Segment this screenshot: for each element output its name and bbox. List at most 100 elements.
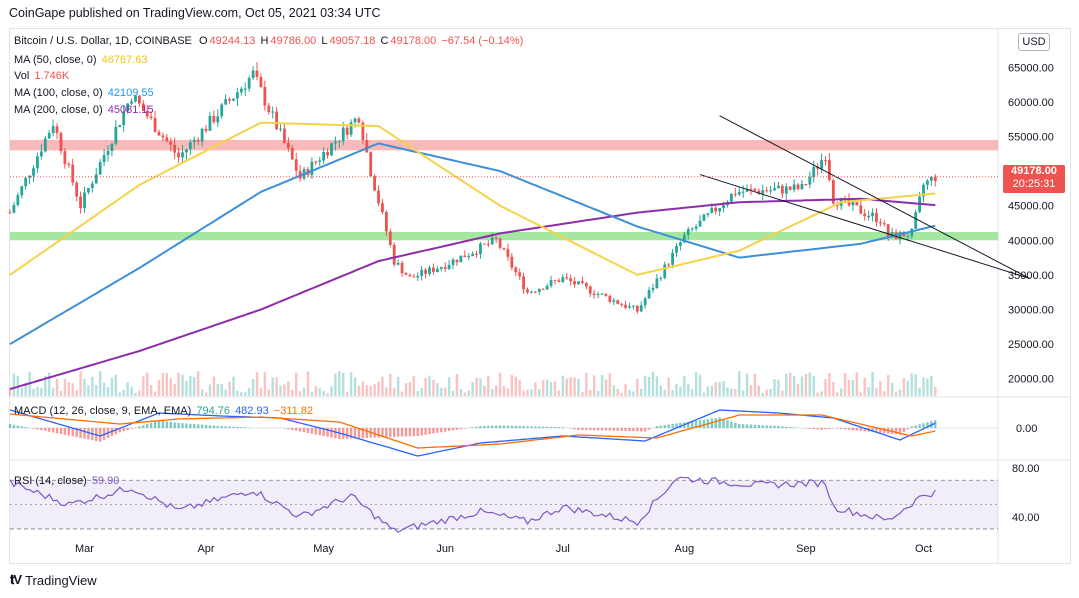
candle-body <box>243 88 247 90</box>
candle-body <box>102 155 106 163</box>
macd-hist-bar <box>608 428 612 431</box>
volume-bar <box>530 389 533 396</box>
volume-bar <box>424 377 427 396</box>
volume-bar <box>196 371 200 396</box>
candle-body <box>906 236 910 238</box>
macd-hist-bar <box>592 428 596 431</box>
ma50-legend[interactable]: MA (50, close, 0) 46767.63 <box>14 54 150 66</box>
candle-body <box>929 176 933 181</box>
macd-hist-bar <box>616 428 619 431</box>
ma200-legend[interactable]: MA (200, close, 0) 45081.15 <box>14 104 156 116</box>
macd-hist-bar <box>185 423 188 428</box>
volume-bar <box>169 378 172 396</box>
candle-body <box>181 152 184 158</box>
candle-body <box>620 303 624 305</box>
volume-bar <box>302 387 306 396</box>
macd-hist-bar <box>804 428 808 429</box>
x-tick-label: Oct <box>915 543 932 555</box>
macd-legend[interactable]: MACD (12, 26, close, 9, EMA, EMA) 794.76… <box>14 405 315 417</box>
rsi-tick-label: 40.00 <box>1012 512 1040 524</box>
macd-hist-bar <box>918 424 921 428</box>
candle-body <box>463 255 467 258</box>
candle-body <box>145 110 149 117</box>
symbol-name[interactable]: Bitcoin / U.S. Dollar, 1D, COINBASE <box>14 35 192 47</box>
macd-label: MACD (12, 26, close, 9, EMA, EMA) <box>14 405 192 417</box>
macd-hist-bar <box>471 427 474 428</box>
currency-button[interactable]: USD <box>1018 33 1050 51</box>
candle-body <box>808 177 812 185</box>
volume-bar <box>792 375 796 396</box>
volume-bar <box>706 386 710 396</box>
volume-bar <box>32 388 35 396</box>
volume-value: 1.746K <box>34 70 70 82</box>
macd-hist-bar <box>863 428 866 432</box>
volume-bar <box>671 390 674 396</box>
volume-bar <box>663 389 666 396</box>
volume-bar <box>612 385 615 396</box>
candle-body <box>416 275 420 278</box>
candle-body <box>216 116 220 123</box>
macd-hist-bar <box>24 427 27 428</box>
candle-body <box>110 143 114 151</box>
y-tick-label: 35000.00 <box>1008 270 1054 282</box>
macd-hist-bar <box>287 428 290 430</box>
macd-hist-bar <box>518 425 521 428</box>
volume-bar <box>836 392 839 396</box>
volume-bar <box>114 374 118 396</box>
candle-body <box>330 143 333 156</box>
volume-bar <box>710 386 713 396</box>
candle-body <box>447 264 451 269</box>
tradingview-footer[interactable]: 𝐭V TradingView <box>10 572 97 588</box>
macd-hist-bar <box>820 428 823 430</box>
rsi-legend[interactable]: RSI (14, close) 59.90 <box>14 475 121 487</box>
volume-bar <box>51 387 55 396</box>
volume-bar <box>761 392 764 396</box>
volume-bar <box>400 391 404 396</box>
volume-legend[interactable]: Vol 1.746K <box>14 70 71 82</box>
candle-body <box>875 212 878 223</box>
ma50-line <box>9 121 936 276</box>
volume-bar <box>871 371 874 396</box>
macd-hist-bar <box>506 425 510 428</box>
candle-body <box>235 92 239 99</box>
macd-hist-bar <box>726 420 729 428</box>
volume-bar <box>781 390 784 396</box>
volume-bar <box>173 383 176 396</box>
volume-bar <box>757 385 761 396</box>
macd-hist-bar <box>679 422 682 428</box>
macd-hist-value: 794.76 <box>196 405 230 417</box>
volume-bar <box>589 390 592 396</box>
candle-body <box>710 207 714 214</box>
macd-hist-bar <box>32 428 35 429</box>
volume-bar <box>95 385 98 396</box>
candle-body <box>616 300 620 304</box>
volume-bar <box>451 390 455 396</box>
ma200-line <box>9 197 936 391</box>
volume-bar <box>561 375 565 396</box>
macd-hist-bar <box>785 426 788 428</box>
candle-body <box>800 184 804 190</box>
volume-bar <box>471 382 474 396</box>
volume-bar <box>832 381 835 396</box>
candle-body <box>204 128 208 131</box>
macd-hist-bar <box>326 428 329 437</box>
candle-body <box>451 259 455 265</box>
ma100-legend[interactable]: MA (100, close, 0) 42109.55 <box>14 87 156 99</box>
candle-body <box>561 277 565 282</box>
candle-body <box>667 264 671 266</box>
candle-body <box>851 202 855 206</box>
macd-hist-bar <box>420 428 423 436</box>
candle-body <box>498 238 502 248</box>
volume-bar <box>628 389 631 396</box>
volume-bar <box>553 381 557 396</box>
volume-bar <box>349 372 353 396</box>
macd-hist-bar <box>220 426 223 428</box>
macd-hist-bar <box>875 428 878 433</box>
candle-body <box>141 103 145 111</box>
candle-body <box>475 253 478 255</box>
candle-body <box>926 180 929 185</box>
candle-body <box>824 160 827 162</box>
volume-bar <box>236 390 239 396</box>
candle-body <box>439 267 443 269</box>
